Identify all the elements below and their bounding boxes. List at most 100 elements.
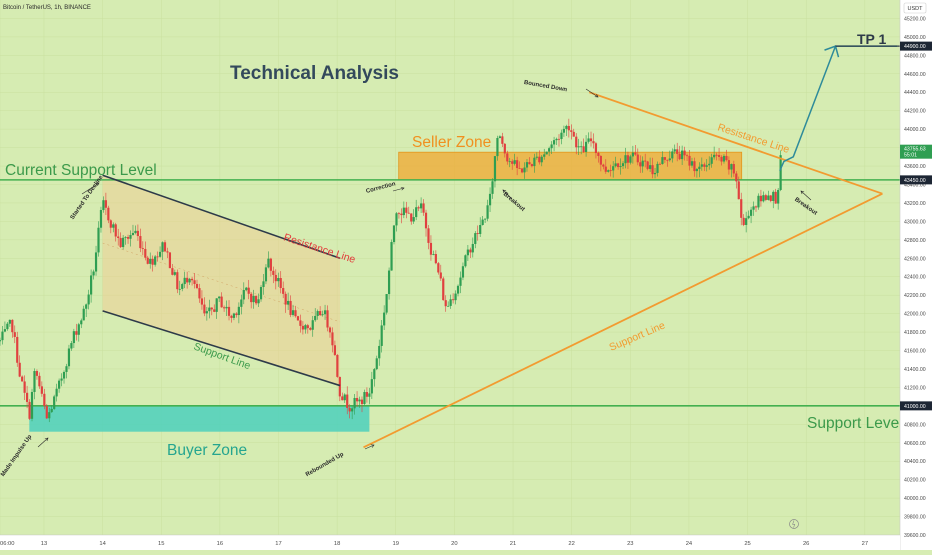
candle-body (488, 193, 492, 206)
time-tick-label: 26 (803, 541, 809, 547)
candle-body (432, 254, 435, 255)
candle-body (523, 167, 526, 173)
candle-body (183, 277, 186, 285)
candle-body (690, 161, 694, 166)
candle-body (144, 248, 147, 258)
candle-body (314, 315, 317, 321)
price-axis-background (900, 0, 932, 550)
annotation-arrow-0 (37, 437, 49, 448)
candle-body (520, 168, 524, 173)
price-tick-label: 43000.00 (904, 219, 926, 225)
candle-body (215, 298, 218, 312)
candle-body (328, 327, 332, 333)
candle-body (419, 203, 423, 209)
currency-button[interactable] (903, 2, 927, 14)
time-tick-label: 14 (99, 541, 106, 547)
candle-body (21, 376, 24, 382)
candle-body (530, 164, 534, 167)
candle-body (129, 235, 132, 239)
channel-support-line[interactable] (102, 310, 341, 387)
price-tick-label: 42200.00 (904, 293, 926, 299)
candle-body (245, 287, 248, 291)
time-tick-label: 21 (510, 541, 516, 547)
candle-body (597, 153, 600, 156)
candle-body (227, 306, 231, 316)
candle-body (331, 332, 334, 346)
candle-body (13, 332, 16, 337)
candle-body (205, 311, 208, 314)
candle-body (210, 307, 213, 310)
candle-body (25, 392, 29, 402)
time-tick-label: 25 (744, 541, 750, 547)
candle-body (725, 155, 728, 161)
candle-body (439, 272, 442, 279)
triangle-support-line[interactable] (363, 192, 883, 449)
trend-lines-layer (102, 45, 900, 449)
candle-body (730, 164, 733, 170)
time-tick-label: 06:00 (0, 541, 15, 547)
candle-body (30, 391, 34, 419)
candle-body (609, 170, 612, 172)
candle-body (658, 163, 662, 165)
price-tick-label: 41400.00 (904, 367, 926, 373)
candle-body (23, 381, 26, 393)
candle-body (72, 331, 75, 344)
candle-body (466, 249, 469, 256)
candle-body (33, 371, 36, 392)
candle-body (570, 130, 573, 132)
candle-body (299, 320, 302, 326)
candle-body (747, 215, 750, 219)
price-tick-label: 44600.00 (904, 72, 926, 78)
replay-icon[interactable] (789, 519, 799, 529)
candle-body (402, 207, 405, 216)
axes-layer: 39600.00 39800.00 40000.00 40200.00 40400.00… (0, 16, 932, 547)
candle-body (752, 206, 755, 210)
candle-body (186, 277, 189, 283)
candle-body (651, 165, 654, 175)
candle-body (639, 162, 642, 167)
candle-body (476, 233, 479, 234)
candle-body (673, 149, 676, 152)
candle-body (555, 138, 558, 141)
candle-body (575, 136, 578, 148)
price-tick-label: 41800.00 (904, 330, 926, 336)
candle-body (496, 138, 499, 157)
price-tick-label: 40800.00 (904, 422, 926, 428)
candle-body (341, 396, 344, 401)
candle-body (112, 224, 115, 228)
candle-body (444, 300, 447, 307)
candle-body (565, 125, 568, 129)
price-tick-label: 44400.00 (904, 90, 926, 96)
candle-body (722, 155, 726, 162)
candle-body (717, 155, 721, 157)
candle-body (50, 408, 53, 413)
candle-body (200, 298, 204, 305)
annotation-arrow-3 (392, 187, 405, 192)
candle-body (759, 195, 763, 202)
time-tick-label: 27 (862, 541, 868, 547)
candle-body (400, 213, 403, 216)
price-tag (900, 175, 932, 185)
candle-body (70, 343, 73, 349)
time-tick-label: 16 (217, 541, 223, 547)
time-tick-label: 20 (451, 541, 457, 547)
candle-body (60, 378, 63, 381)
candle-body (230, 315, 233, 318)
candle-body (737, 181, 740, 200)
candle-body (282, 288, 285, 294)
channel-resistance-line[interactable] (102, 174, 341, 260)
candle-body (77, 324, 80, 335)
candle-body (745, 218, 748, 225)
triangle-resistance-line[interactable] (588, 91, 883, 195)
price-tag-label: 43450.00 (904, 178, 926, 184)
candle-body (323, 310, 327, 315)
candle-body (208, 307, 211, 312)
candle-body (649, 165, 652, 169)
candle-body (644, 160, 647, 162)
candle-body (671, 151, 674, 159)
candle-body (777, 189, 780, 204)
candle-body (732, 164, 735, 174)
candle-body (0, 340, 2, 342)
candle-body (538, 156, 541, 163)
